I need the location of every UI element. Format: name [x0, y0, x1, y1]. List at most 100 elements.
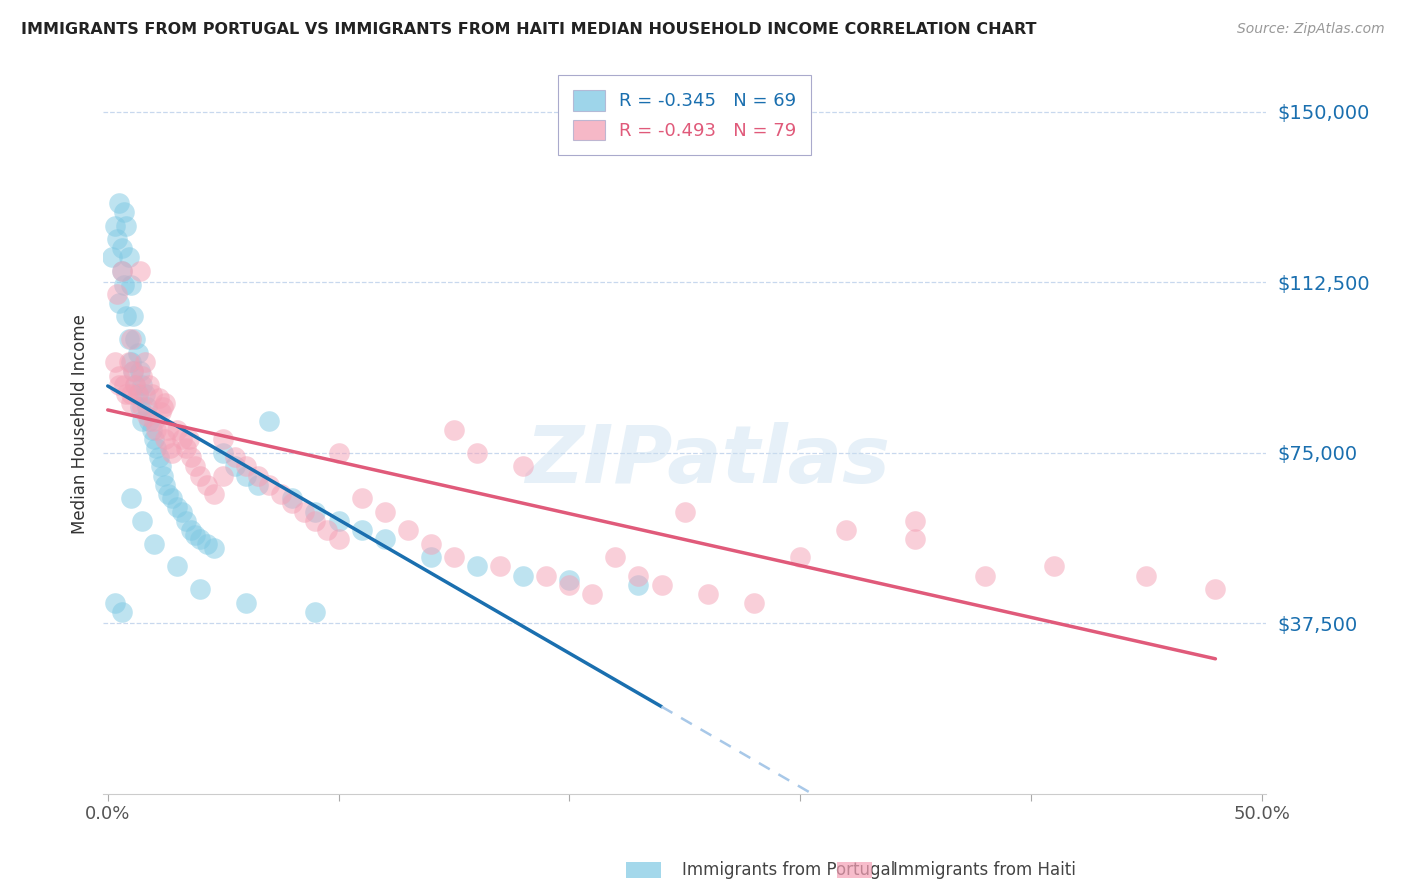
Point — [145, 423, 167, 437]
Point — [162, 491, 184, 506]
Point — [212, 432, 235, 446]
Point — [105, 232, 128, 246]
Point — [110, 264, 132, 278]
Text: Immigrants from Portugal: Immigrants from Portugal — [682, 861, 896, 879]
Point — [170, 505, 193, 519]
Point — [136, 409, 159, 424]
Point — [120, 277, 142, 292]
Point — [155, 477, 177, 491]
Legend: R = -0.345   N = 69, R = -0.493   N = 79: R = -0.345 N = 69, R = -0.493 N = 79 — [558, 75, 811, 155]
Point — [145, 442, 167, 456]
Point — [101, 251, 124, 265]
Point — [904, 514, 927, 528]
Point — [419, 550, 441, 565]
Point — [350, 523, 373, 537]
Point — [138, 377, 160, 392]
Point — [443, 550, 465, 565]
Point — [212, 468, 235, 483]
Point — [224, 459, 246, 474]
Point — [180, 523, 202, 537]
Point — [129, 401, 152, 415]
Point — [212, 446, 235, 460]
Point — [188, 468, 211, 483]
Point — [156, 423, 179, 437]
Point — [673, 505, 696, 519]
Point — [166, 559, 188, 574]
Text: Immigrants from Haiti: Immigrants from Haiti — [893, 861, 1076, 879]
Point — [142, 414, 165, 428]
Point — [127, 346, 149, 360]
Point — [202, 486, 225, 500]
Point — [195, 477, 218, 491]
Point — [127, 386, 149, 401]
Point — [122, 364, 145, 378]
Point — [270, 486, 292, 500]
Point — [512, 568, 534, 582]
Point — [156, 486, 179, 500]
Point — [304, 514, 326, 528]
Point — [904, 532, 927, 546]
Point — [558, 577, 581, 591]
Point — [235, 596, 257, 610]
Point — [110, 605, 132, 619]
Point — [696, 587, 718, 601]
Point — [117, 332, 139, 346]
Point — [124, 377, 146, 392]
Point — [1204, 582, 1226, 596]
Point — [174, 514, 197, 528]
Point — [180, 450, 202, 465]
Point — [374, 505, 396, 519]
Point — [159, 442, 181, 456]
Point — [973, 568, 995, 582]
Point — [651, 577, 673, 591]
Point — [789, 550, 811, 565]
Point — [246, 477, 269, 491]
Point — [141, 386, 163, 401]
Point — [202, 541, 225, 556]
Point — [195, 537, 218, 551]
Point — [316, 523, 339, 537]
Point — [235, 459, 257, 474]
Point — [127, 386, 149, 401]
Point — [152, 401, 174, 415]
Point — [124, 332, 146, 346]
Point — [184, 527, 207, 541]
Y-axis label: Median Household Income: Median Household Income — [72, 315, 89, 534]
Point — [259, 414, 281, 428]
Point — [108, 195, 131, 210]
Point — [742, 596, 765, 610]
Point — [136, 401, 159, 415]
Point — [374, 532, 396, 546]
Point — [170, 432, 193, 446]
Point — [120, 396, 142, 410]
Point — [142, 537, 165, 551]
Point — [131, 377, 153, 392]
Point — [120, 332, 142, 346]
Point — [465, 559, 488, 574]
Point — [304, 505, 326, 519]
Point — [142, 432, 165, 446]
Point — [115, 219, 138, 233]
Point — [292, 505, 315, 519]
Point — [627, 568, 650, 582]
Point — [131, 514, 153, 528]
Point — [304, 605, 326, 619]
Point — [162, 446, 184, 460]
Point — [534, 568, 557, 582]
Point — [396, 523, 419, 537]
Point — [149, 405, 172, 419]
Point — [129, 364, 152, 378]
Point — [129, 264, 152, 278]
Point — [104, 355, 127, 369]
Point — [512, 459, 534, 474]
Point — [465, 446, 488, 460]
Point — [122, 364, 145, 378]
Text: IMMIGRANTS FROM PORTUGAL VS IMMIGRANTS FROM HAITI MEDIAN HOUSEHOLD INCOME CORREL: IMMIGRANTS FROM PORTUGAL VS IMMIGRANTS F… — [21, 22, 1036, 37]
Point — [148, 450, 170, 465]
Point — [235, 468, 257, 483]
Point — [104, 219, 127, 233]
Point — [134, 386, 156, 401]
Point — [120, 491, 142, 506]
Point — [328, 532, 350, 546]
Point — [120, 386, 142, 401]
